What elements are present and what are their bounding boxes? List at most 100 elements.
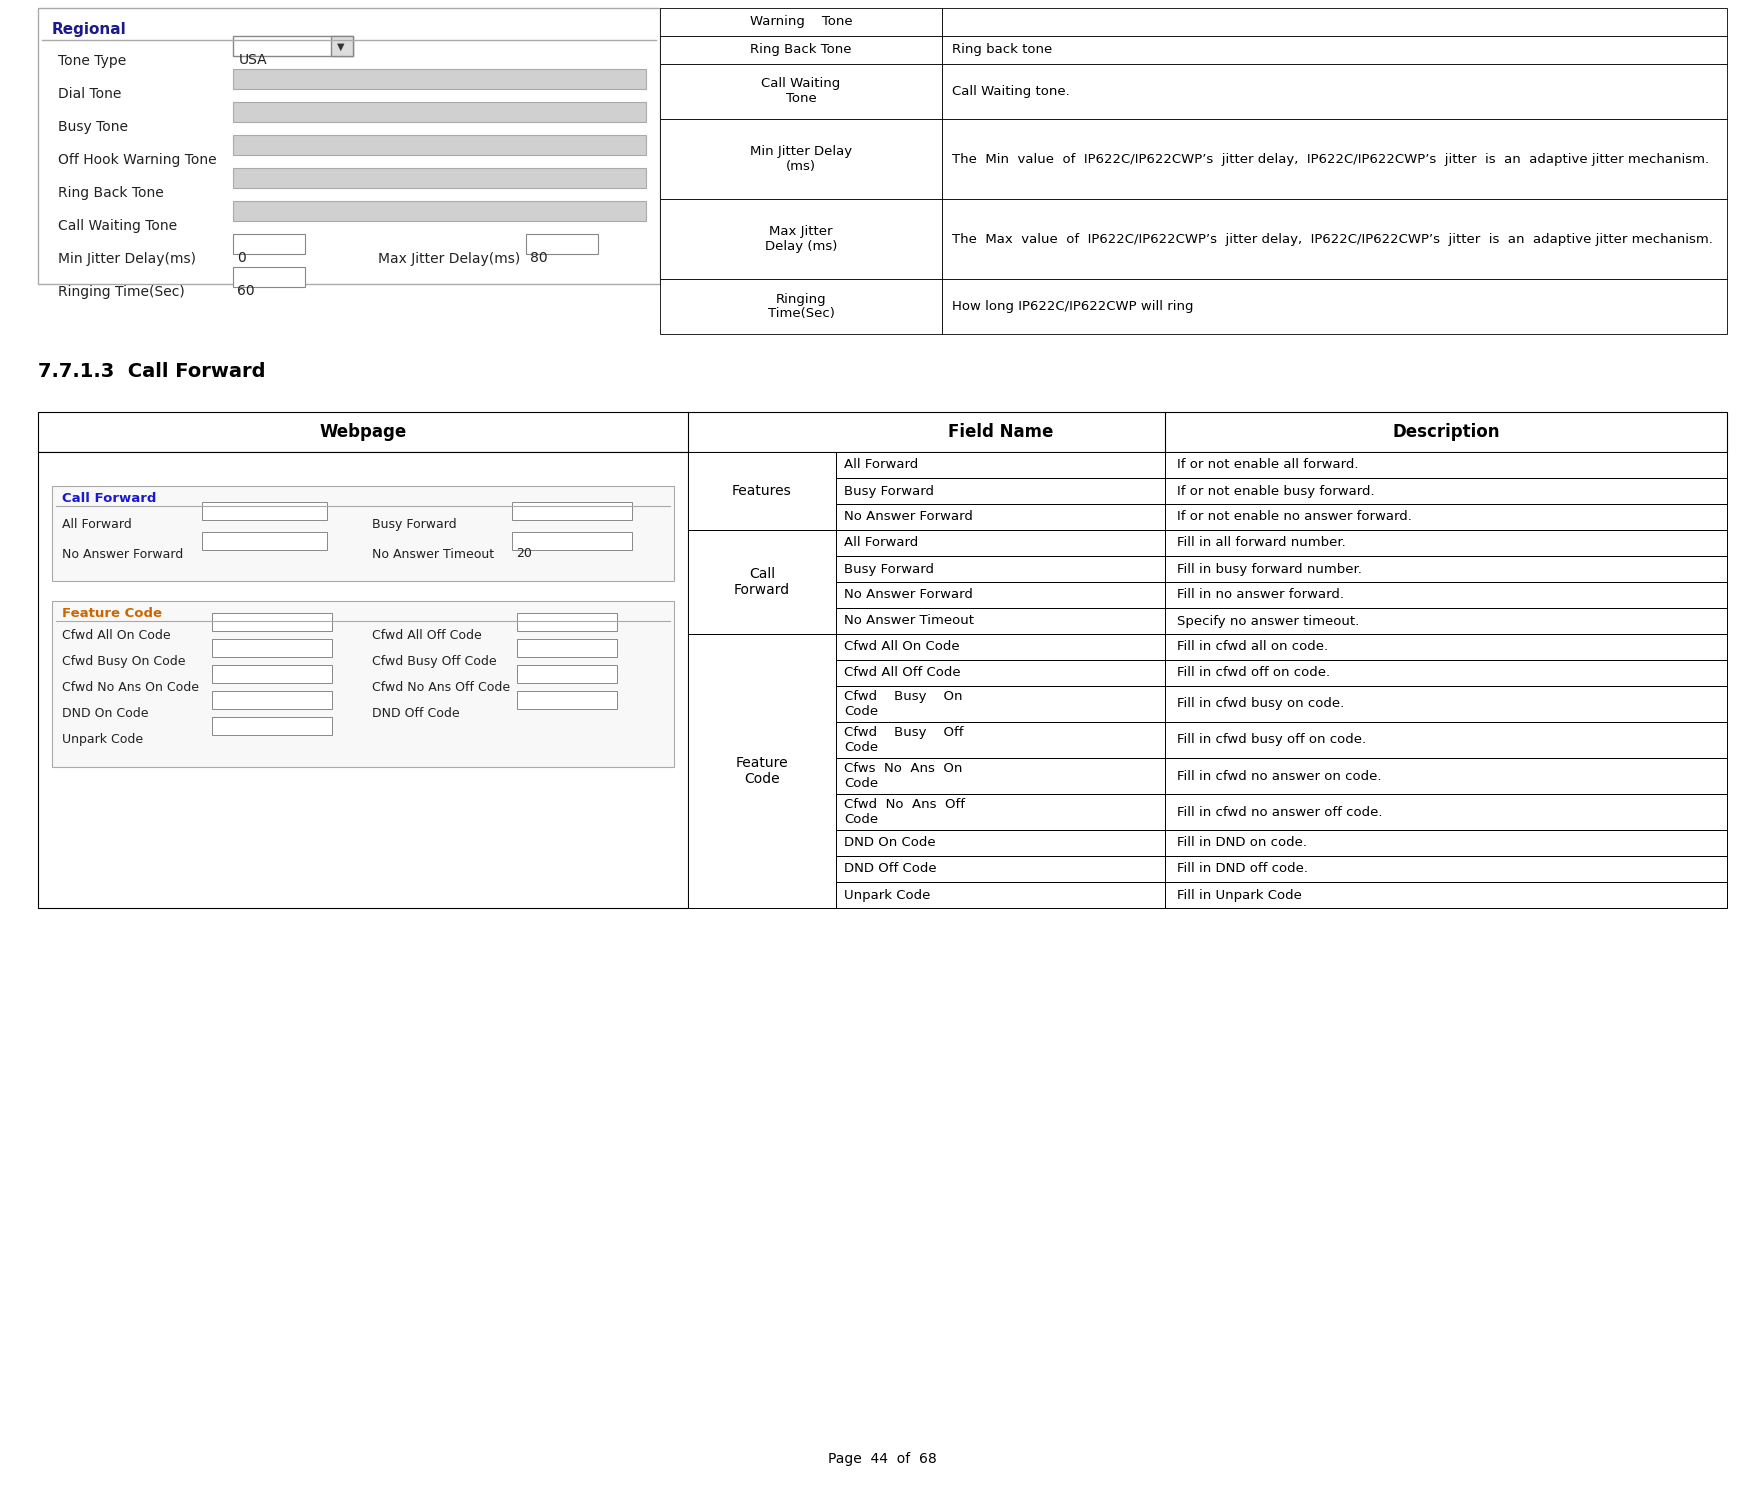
Text: Cfws  No  Ans  On
Code: Cfws No Ans On Code (843, 762, 961, 791)
Bar (836, 583, 1164, 608)
Bar (836, 687, 1164, 722)
Text: No Answer Timeout: No Answer Timeout (372, 548, 494, 562)
Text: Warning    Tone: Warning Tone (750, 15, 852, 28)
Bar (688, 452, 836, 531)
Text: Cfwd All Off Code: Cfwd All Off Code (372, 629, 482, 642)
Text: 20: 20 (515, 547, 531, 560)
Text: Webpage: Webpage (319, 424, 406, 441)
Bar (212, 718, 332, 736)
Text: Fill in cfwd busy off on code.: Fill in cfwd busy off on code. (1177, 734, 1365, 746)
Bar (212, 666, 332, 684)
Bar (1164, 583, 1725, 608)
Bar (660, 199, 942, 279)
Bar (836, 531, 1164, 556)
Text: Ring Back Tone: Ring Back Tone (750, 43, 852, 56)
Bar (233, 267, 305, 287)
Text: Busy Forward: Busy Forward (843, 563, 933, 575)
Bar (660, 279, 942, 334)
Text: Ringing
Time(Sec): Ringing Time(Sec) (767, 293, 834, 321)
Text: Cfwd All Off Code: Cfwd All Off Code (843, 667, 960, 679)
Bar (942, 36, 1725, 64)
Text: Call Waiting
Tone: Call Waiting Tone (760, 77, 840, 106)
Text: Busy Forward: Busy Forward (372, 519, 457, 531)
Bar (1164, 452, 1725, 478)
Bar (836, 831, 1164, 856)
Text: Busy Forward: Busy Forward (843, 484, 933, 498)
Text: Specify no answer timeout.: Specify no answer timeout. (1177, 615, 1358, 627)
Text: Page  44  of  68: Page 44 of 68 (827, 1452, 937, 1467)
Bar (1164, 635, 1725, 660)
Text: Fill in cfwd busy on code.: Fill in cfwd busy on code. (1177, 697, 1344, 710)
Bar (517, 691, 617, 709)
Bar (942, 199, 1725, 279)
Bar (51, 600, 674, 767)
Text: Description: Description (1392, 424, 1499, 441)
Bar (836, 883, 1164, 908)
Text: Fill in DND off code.: Fill in DND off code. (1177, 862, 1307, 875)
Bar (39, 7, 660, 284)
Bar (836, 478, 1164, 504)
Text: Unpark Code: Unpark Code (843, 889, 930, 902)
Text: Cfwd All On Code: Cfwd All On Code (62, 629, 171, 642)
Bar (836, 504, 1164, 531)
Bar (836, 856, 1164, 883)
Bar (1164, 687, 1725, 722)
Bar (39, 452, 688, 908)
Text: If or not enable all forward.: If or not enable all forward. (1177, 459, 1358, 471)
Bar (233, 135, 646, 155)
Bar (233, 168, 646, 189)
Text: The  Min  value  of  IP622C/IP622CWP’s  jitter delay,  IP622C/IP622CWP’s  jitter: The Min value of IP622C/IP622CWP’s jitte… (951, 153, 1708, 165)
Text: Ring Back Tone: Ring Back Tone (58, 186, 164, 201)
Text: Max Jitter
Delay (ms): Max Jitter Delay (ms) (764, 224, 836, 253)
Text: If or not enable busy forward.: If or not enable busy forward. (1177, 484, 1374, 498)
Text: DND Off Code: DND Off Code (843, 862, 937, 875)
Text: Call Waiting tone.: Call Waiting tone. (951, 85, 1069, 98)
Bar (942, 7, 1725, 36)
Text: Fill in busy forward number.: Fill in busy forward number. (1177, 563, 1362, 575)
Text: 80: 80 (529, 251, 547, 265)
Bar (688, 635, 836, 908)
Text: Call Waiting Tone: Call Waiting Tone (58, 218, 176, 233)
Bar (512, 502, 632, 520)
Bar (660, 7, 942, 36)
Bar (836, 722, 1164, 758)
Bar (836, 608, 1164, 635)
Bar (517, 614, 617, 632)
Text: Fill in Unpark Code: Fill in Unpark Code (1177, 889, 1302, 902)
Text: No Answer Forward: No Answer Forward (62, 548, 183, 562)
Bar (1164, 478, 1725, 504)
Text: Cfwd    Busy    Off
Code: Cfwd Busy Off Code (843, 727, 963, 753)
Text: Off Hook Warning Tone: Off Hook Warning Tone (58, 153, 217, 166)
Bar (332, 36, 353, 56)
Text: Fill in cfwd off on code.: Fill in cfwd off on code. (1177, 667, 1330, 679)
Bar (1164, 831, 1725, 856)
Bar (688, 531, 836, 635)
Text: Fill in all forward number.: Fill in all forward number. (1177, 536, 1344, 550)
Bar (942, 64, 1725, 119)
Bar (660, 119, 942, 199)
Bar (942, 279, 1725, 334)
Text: Cfwd  No  Ans  Off
Code: Cfwd No Ans Off Code (843, 798, 965, 826)
Text: Fill in cfwd no answer on code.: Fill in cfwd no answer on code. (1177, 770, 1381, 783)
Text: Regional: Regional (51, 22, 127, 37)
Bar (1164, 660, 1725, 687)
Bar (836, 794, 1164, 831)
Text: If or not enable no answer forward.: If or not enable no answer forward. (1177, 511, 1411, 523)
Bar (1164, 608, 1725, 635)
Text: No Answer Timeout: No Answer Timeout (843, 615, 974, 627)
Bar (836, 556, 1164, 583)
Text: Fill in cfwd all on code.: Fill in cfwd all on code. (1177, 640, 1327, 654)
Bar (942, 119, 1725, 199)
Text: Cfwd    Busy    On
Code: Cfwd Busy On Code (843, 690, 961, 718)
Bar (1164, 856, 1725, 883)
Text: Max Jitter Delay(ms): Max Jitter Delay(ms) (377, 253, 520, 266)
Bar (1164, 794, 1725, 831)
Bar (836, 635, 1164, 660)
Text: DND On Code: DND On Code (843, 837, 935, 850)
Bar (836, 452, 1164, 478)
Text: Fill in DND on code.: Fill in DND on code. (1177, 837, 1307, 850)
Bar (836, 758, 1164, 794)
Text: Min Jitter Delay(ms): Min Jitter Delay(ms) (58, 253, 196, 266)
Bar (512, 532, 632, 550)
Bar (201, 532, 326, 550)
